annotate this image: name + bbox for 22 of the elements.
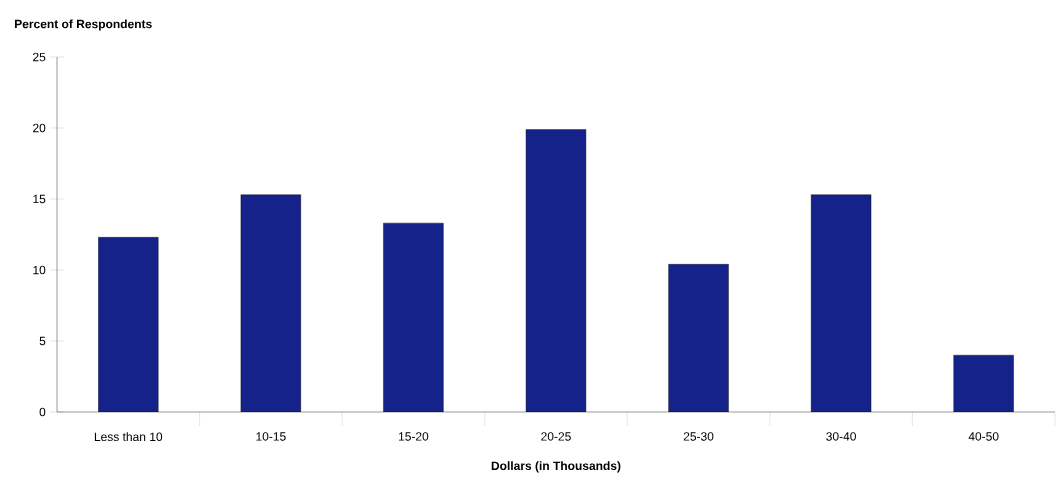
bar <box>240 194 301 412</box>
x-tick-label: 10-15 <box>256 432 286 441</box>
y-tick-label: 5 <box>39 336 46 346</box>
bar <box>383 223 444 412</box>
y-tick-label: 10 <box>33 265 46 275</box>
bar <box>526 129 586 412</box>
bar <box>668 264 729 412</box>
bar <box>953 355 1014 412</box>
x-tick-label: 30-40 <box>826 432 856 441</box>
bar <box>98 237 159 412</box>
x-tick-label: 20-25 <box>541 432 571 441</box>
x-tick-label: 40-50 <box>968 432 999 441</box>
chart-title: Percent of Respondents <box>15 19 152 31</box>
bar <box>811 194 872 412</box>
y-tick-label: 25 <box>33 52 46 62</box>
y-tick-label: 0 <box>39 407 46 417</box>
x-axis-title: Dollars (in Thousands) <box>491 461 621 473</box>
x-tick-label: Less than 10 <box>94 432 163 442</box>
y-tick-label: 20 <box>33 123 46 133</box>
x-tick-label: 15-20 <box>398 432 429 441</box>
x-tick-label: 25-30 <box>683 432 714 441</box>
y-tick-label: 15 <box>33 194 46 204</box>
